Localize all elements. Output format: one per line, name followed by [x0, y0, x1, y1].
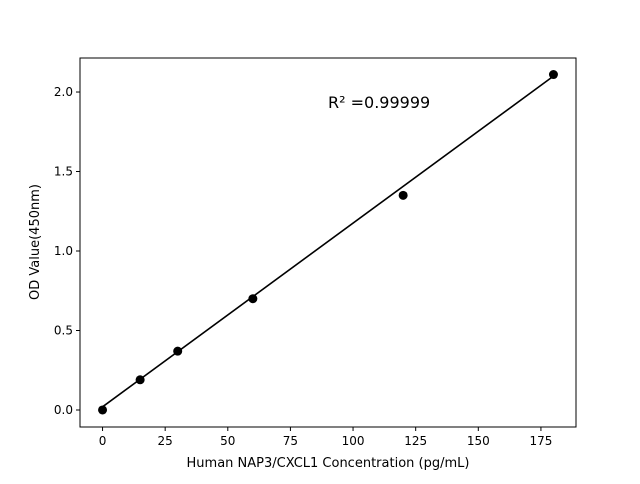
- y-tick-label: 0.5: [54, 323, 73, 337]
- data-point: [398, 190, 408, 200]
- x-tick-label: 175: [529, 434, 552, 448]
- data-point: [173, 346, 183, 356]
- y-axis-label: OD Value(450nm): [28, 184, 43, 300]
- annotation-r-squared: R² =0.99999: [328, 93, 430, 112]
- plot-frame: [79, 57, 577, 428]
- y-tick-label: 0.0: [54, 403, 73, 417]
- x-tick-label: 50: [220, 434, 235, 448]
- x-tick-label: 0: [99, 434, 107, 448]
- data-point: [248, 294, 258, 304]
- y-tick-label: 1.5: [54, 165, 73, 179]
- x-tick-label: 125: [404, 434, 427, 448]
- y-tick-label: 1.0: [54, 244, 73, 258]
- x-axis-label: Human NAP3/CXCL1 Concentration (pg/mL): [187, 456, 470, 471]
- fit-line-layer: [102, 75, 554, 408]
- data-point: [548, 70, 558, 80]
- x-tick-label: 150: [467, 434, 490, 448]
- data-points: [98, 70, 558, 415]
- x-tick-label: 100: [342, 434, 365, 448]
- y-tick-label: 2.0: [54, 85, 73, 99]
- x-tick-label: 25: [158, 434, 173, 448]
- fit-line: [102, 75, 554, 408]
- x-ticks: 0 25 50 75 100 125 150 175: [99, 427, 552, 448]
- y-ticks: 0.0 0.5 1.0 1.5 2.0: [54, 85, 80, 417]
- data-point: [135, 375, 145, 385]
- data-point: [98, 405, 108, 415]
- x-tick-label: 75: [283, 434, 298, 448]
